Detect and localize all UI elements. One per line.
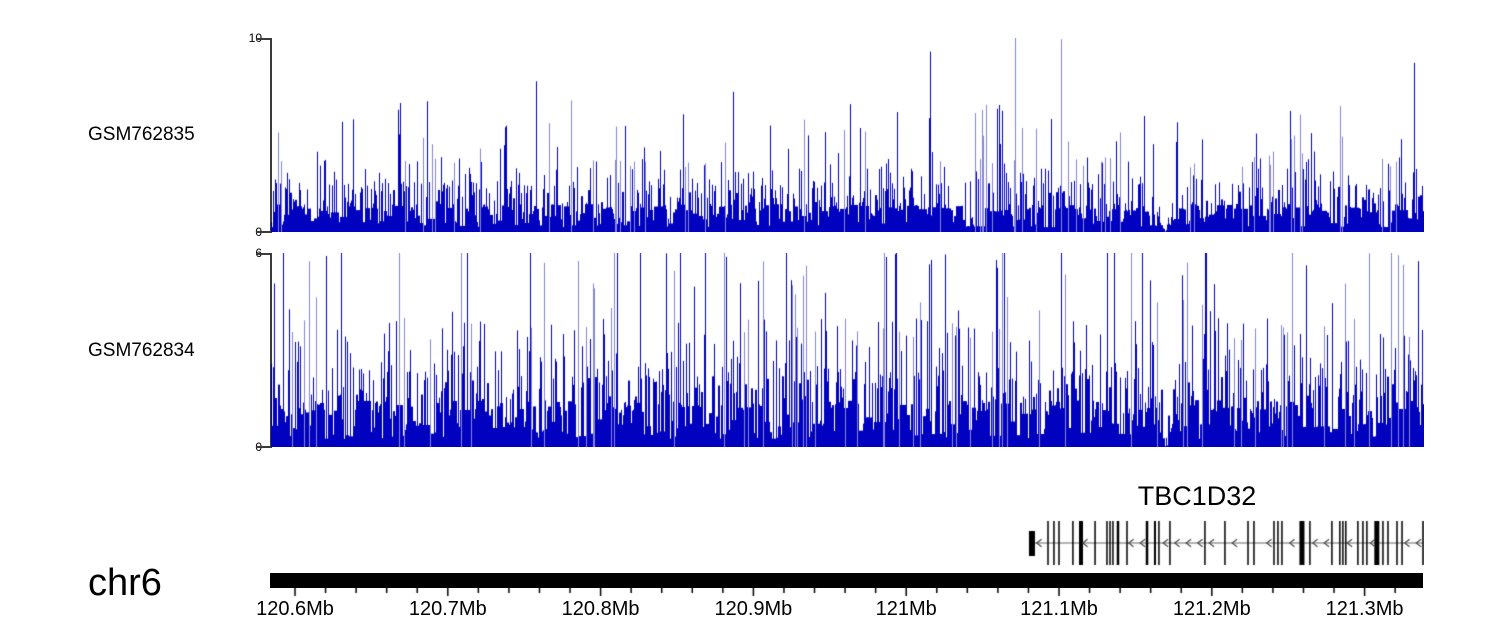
gene-model-tbc1d32	[270, 511, 1424, 571]
axis-tick-label: 120.8Mb	[561, 598, 640, 620]
axis-tick-label: 121.2Mb	[1172, 598, 1251, 620]
track1-y-axis-top-tick	[256, 38, 270, 40]
track1-coverage-signal	[271, 38, 1424, 232]
axis-tick-label: 120.6Mb	[256, 598, 334, 620]
track2-y-axis-bottom-tick	[256, 446, 270, 448]
track2-y-axis-top-tick	[256, 253, 270, 255]
axis-tick-label: 120.7Mb	[408, 598, 487, 620]
track2-coverage-signal	[271, 253, 1424, 447]
track2-y-axis	[270, 253, 272, 448]
track1-y-axis	[270, 38, 272, 233]
gene-name-label: TBC1D32	[1137, 481, 1257, 511]
track1-y-axis-bottom-tick	[256, 231, 270, 233]
chromosome-bar	[270, 573, 1423, 588]
chromosome-axis-ticks	[270, 588, 1424, 600]
chromosome-label: chr6	[88, 562, 162, 604]
axis-tick-label: 120.9Mb	[714, 598, 793, 620]
track1-label: GSM762835	[88, 124, 195, 145]
track1-ymax-label: 10	[248, 31, 262, 45]
axis-tick-label: 121.1Mb	[1020, 598, 1098, 620]
track2-label: GSM762834	[88, 340, 195, 361]
axis-tick-label: 121.3Mb	[1325, 598, 1404, 620]
axis-tick-label: 121Mb	[875, 598, 937, 620]
